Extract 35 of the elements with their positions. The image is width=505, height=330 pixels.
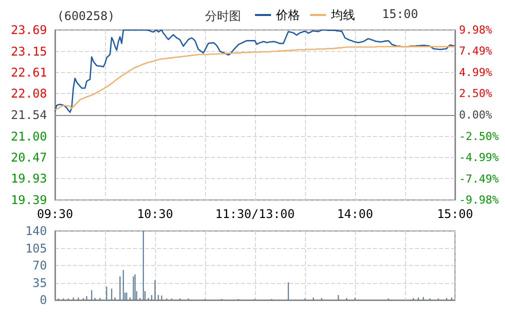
y-tick-label: 35 xyxy=(32,276,47,290)
legend-label: 价格 xyxy=(275,8,300,22)
y-tick-label: 22.61 xyxy=(10,66,47,80)
x-tick-label: 09:30 xyxy=(36,207,74,221)
y-tick-label: 22.08 xyxy=(10,86,47,101)
y-tick-label: 20.47 xyxy=(10,150,47,164)
y2-tick-label: 2.50% xyxy=(459,87,492,100)
y2-tick-label: 4.99% xyxy=(459,66,492,79)
chart-title: (600258) xyxy=(57,9,115,23)
y-tick-label: 70 xyxy=(32,258,47,272)
y-tick-label: 23.15 xyxy=(10,44,47,58)
line-series xyxy=(54,46,456,111)
y-tick-label: 19.93 xyxy=(10,172,47,186)
y2-tick-label: -2.50% xyxy=(459,130,500,143)
y-tick-label: 0 xyxy=(40,293,47,307)
chart-subtitle: 分时图 xyxy=(205,9,241,23)
x-tick-label: 14:00 xyxy=(336,207,374,221)
y-tick-label: 23.69 xyxy=(10,23,47,37)
y-tick-label: 19.39 xyxy=(10,193,47,207)
x-tick-label: 15:00 xyxy=(436,207,474,221)
y-tick-label: 105 xyxy=(25,241,47,256)
y2-tick-label: -4.99% xyxy=(459,151,500,164)
y2-tick-label: 9.98% xyxy=(459,24,492,36)
y2-tick-label: 0.00% xyxy=(459,108,492,122)
y-tick-label: 21.54 xyxy=(10,108,47,122)
y-tick-label: 21.00 xyxy=(10,129,47,144)
legend-label: 均线 xyxy=(330,8,355,22)
x-tick-label: 10:30 xyxy=(136,207,174,221)
x-tick-label: 11:30/13:00 xyxy=(215,207,295,221)
line-series xyxy=(54,29,456,113)
y2-tick-label: 7.49% xyxy=(459,44,492,58)
y-tick-label: 140 xyxy=(25,224,47,238)
text: 15:00 xyxy=(382,7,418,21)
y2-tick-label: -7.49% xyxy=(459,172,500,186)
y2-tick-label: -9.98% xyxy=(459,194,500,206)
